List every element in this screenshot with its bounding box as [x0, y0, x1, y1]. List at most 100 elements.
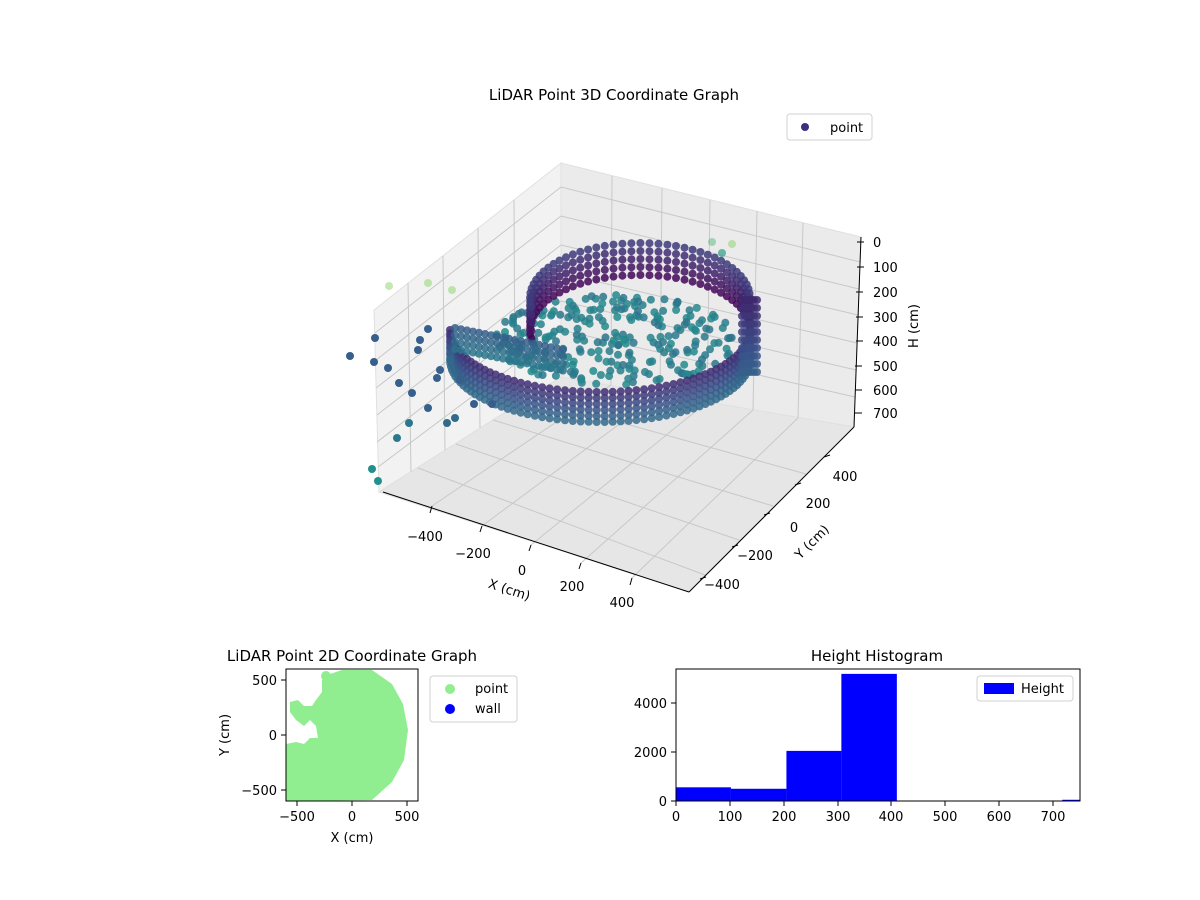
point-marker	[469, 327, 477, 336]
point-marker	[556, 310, 565, 319]
point-marker	[451, 324, 459, 332]
point-marker	[688, 253, 697, 262]
point-marker	[627, 271, 636, 280]
point-marker	[671, 331, 680, 340]
z-tick-label: 0	[873, 236, 881, 251]
x-tick-label-2d: −500	[279, 810, 315, 825]
point-marker	[728, 240, 736, 248]
point-marker	[553, 358, 561, 367]
hist-x-tick-label: 0	[672, 810, 680, 825]
point-marker	[689, 398, 698, 407]
point-marker	[648, 357, 657, 366]
point-marker	[562, 261, 570, 270]
point-marker	[592, 275, 601, 284]
point-marker	[636, 239, 645, 247]
legend-label-height: Height	[1021, 682, 1064, 697]
point-marker	[710, 277, 719, 286]
point-marker	[561, 386, 569, 395]
point-marker	[408, 389, 416, 397]
point-marker	[664, 344, 673, 353]
point-marker	[584, 269, 593, 278]
point-marker	[636, 271, 645, 279]
point-marker	[457, 346, 465, 355]
point-marker	[584, 261, 593, 270]
point-marker	[753, 320, 761, 328]
z-tick-label: 500	[873, 360, 898, 375]
point-marker	[669, 386, 678, 394]
legend-2d: point wall	[429, 675, 518, 723]
point-marker	[499, 354, 507, 363]
point-marker	[663, 272, 672, 281]
y-tick-label: 400	[833, 470, 858, 485]
point-marker	[624, 416, 633, 425]
hist-y-tick-label: 2000	[634, 746, 667, 761]
point-marker	[545, 390, 554, 399]
point-marker	[592, 267, 601, 276]
point-marker	[676, 384, 685, 393]
point-marker	[584, 253, 593, 262]
point-marker	[547, 310, 556, 319]
point-marker	[549, 259, 558, 268]
histogram-bars	[676, 673, 1080, 801]
point-marker	[510, 376, 519, 385]
point-marker	[487, 331, 495, 340]
hist-x-tick-label: 300	[826, 810, 851, 825]
point-marker	[647, 408, 656, 417]
point-marker	[541, 356, 549, 364]
point-marker	[627, 263, 636, 272]
point-marker	[683, 382, 691, 391]
point-marker	[469, 341, 477, 350]
point-marker	[600, 394, 609, 402]
point-marker	[654, 247, 663, 256]
point-marker	[516, 384, 525, 393]
point-marker	[535, 354, 543, 363]
point-marker	[488, 400, 496, 408]
point-marker	[584, 245, 593, 254]
z-axis-label-3d: H (cm)	[907, 304, 922, 348]
point-marker	[664, 332, 673, 341]
point-marker	[673, 298, 682, 307]
point-marker	[710, 285, 719, 294]
point-marker	[592, 251, 601, 260]
point-marker	[555, 288, 564, 297]
point-marker	[665, 357, 674, 366]
point-marker	[616, 417, 625, 426]
point-marker	[600, 273, 609, 282]
point-marker	[696, 248, 705, 256]
point-marker	[516, 402, 525, 411]
point-marker	[405, 419, 413, 427]
point-marker	[549, 291, 558, 300]
point-marker	[753, 344, 761, 352]
point-marker	[463, 333, 471, 342]
legend-label-wall-2d: wall	[475, 702, 501, 717]
point-marker	[645, 255, 654, 264]
chart-3d-title: LiDAR Point 3D Coordinate Graph	[489, 86, 739, 104]
point-marker	[516, 396, 525, 405]
point-marker	[727, 333, 736, 342]
point-marker	[469, 334, 477, 343]
point-marker	[370, 358, 378, 366]
point-marker	[562, 277, 570, 286]
point-marker	[625, 364, 634, 373]
point-marker	[516, 408, 525, 417]
point-marker	[530, 393, 539, 402]
point-marker	[523, 398, 532, 407]
point-marker	[443, 419, 451, 427]
point-marker	[600, 249, 609, 258]
point-marker	[576, 263, 585, 272]
point-marker	[530, 399, 539, 408]
point-marker	[601, 322, 610, 331]
point-marker	[549, 283, 558, 292]
point-marker	[555, 256, 564, 265]
point-marker	[753, 360, 761, 368]
point-marker	[753, 368, 761, 376]
point-marker	[576, 405, 585, 414]
point-marker	[688, 261, 697, 270]
point-marker	[662, 411, 671, 420]
point-marker	[669, 404, 678, 412]
point-marker	[655, 395, 664, 403]
point-marker	[547, 343, 555, 352]
point-marker	[753, 336, 761, 344]
hist-x-tick-label: 400	[879, 810, 904, 825]
